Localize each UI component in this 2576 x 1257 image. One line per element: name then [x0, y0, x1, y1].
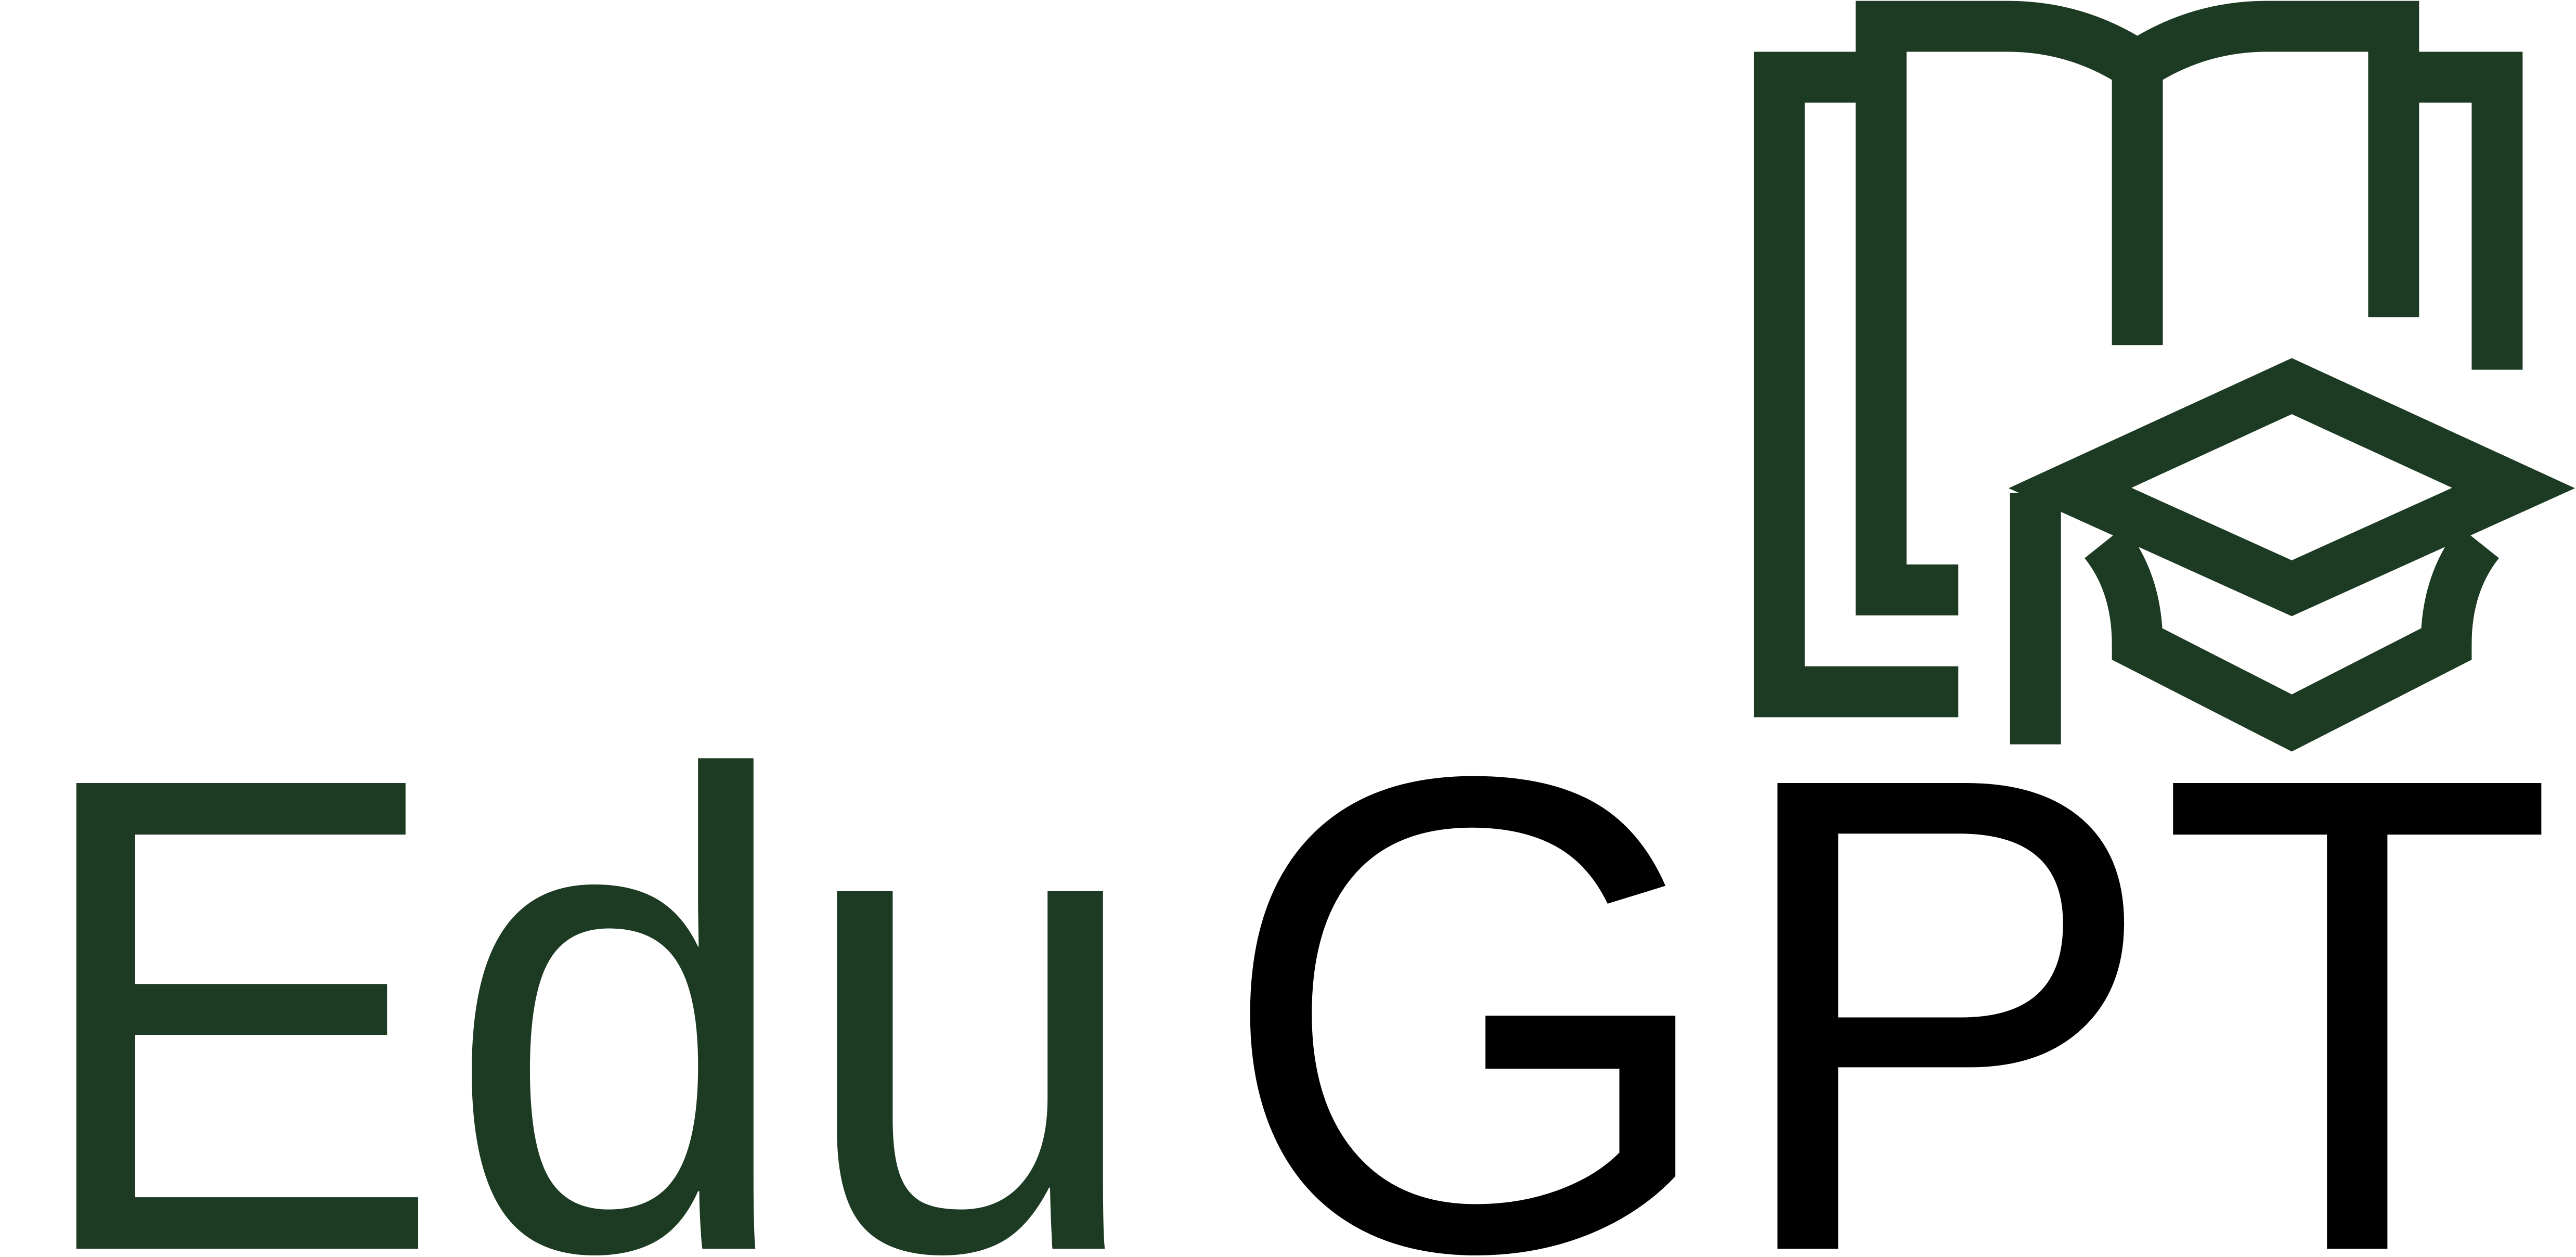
logo-text-edu: Edu	[24, 636, 1146, 1257]
cap-base	[2084, 526, 2500, 752]
cap-top	[2008, 358, 2575, 617]
book-right-outer	[2393, 52, 2523, 370]
logo-text-gpt: GPT	[1218, 636, 2556, 1257]
book-outer	[1754, 52, 1959, 717]
logo-icon	[1754, 1, 2575, 752]
book-spine	[2112, 1, 2419, 345]
